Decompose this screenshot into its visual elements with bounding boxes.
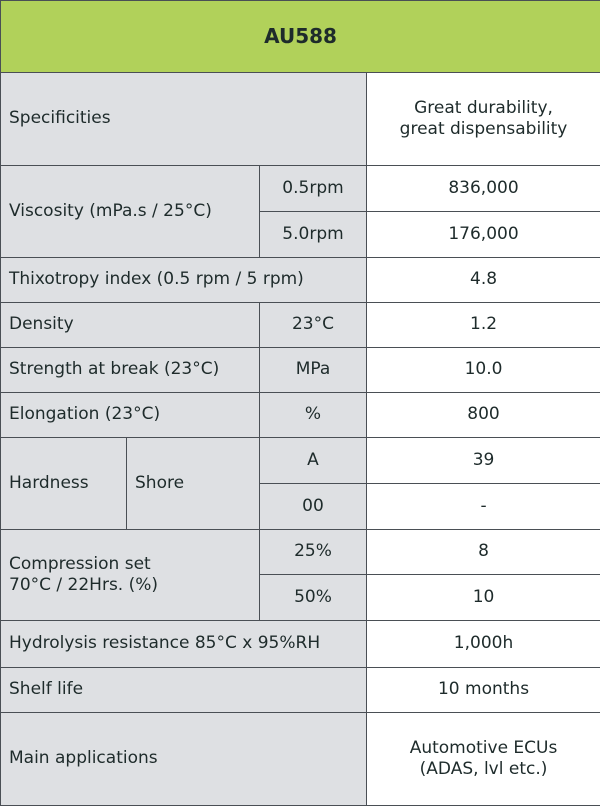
- thixotropy-label: Thixotropy index (0.5 rpm / 5 rpm): [1, 258, 367, 303]
- row-hardness-1: Hardness Shore A 39: [1, 438, 600, 484]
- shelf-life-label: Shelf life: [1, 668, 367, 713]
- row-shelf-life: Shelf life 10 months: [1, 668, 600, 713]
- thixotropy-value: 4.8: [367, 258, 600, 303]
- strength-cond: MPa: [260, 348, 367, 393]
- specificities-value: Great durability, great dispensability: [367, 73, 600, 166]
- hardness-label: Hardness: [1, 438, 127, 530]
- strength-value: 10.0: [367, 348, 600, 393]
- row-hydrolysis: Hydrolysis resistance 85°C x 95%RH 1,000…: [1, 621, 600, 668]
- density-value: 1.2: [367, 303, 600, 348]
- row-viscosity-1: Viscosity (mPa.s / 25°C) 0.5rpm 836,000: [1, 166, 600, 212]
- row-elongation: Elongation (23°C) % 800: [1, 393, 600, 438]
- applications-label: Main applications: [1, 713, 367, 806]
- compression-value-1: 8: [367, 530, 600, 575]
- strength-label: Strength at break (23°C): [1, 348, 260, 393]
- shelf-life-value: 10 months: [367, 668, 600, 713]
- elongation-cond: %: [260, 393, 367, 438]
- elongation-value: 800: [367, 393, 600, 438]
- compression-cond-1: 25%: [260, 530, 367, 575]
- hardness-cond-2: 00: [260, 484, 367, 530]
- row-thixotropy: Thixotropy index (0.5 rpm / 5 rpm) 4.8: [1, 258, 600, 303]
- applications-value: Automotive ECUs (ADAS, lvl etc.): [367, 713, 600, 806]
- header-row: AU588: [1, 1, 600, 73]
- hardness-sublabel: Shore: [127, 438, 260, 530]
- table-title: AU588: [1, 1, 600, 73]
- compression-label: Compression set 70°C / 22Hrs. (%): [1, 530, 260, 621]
- row-specificities: Specificities Great durability, great di…: [1, 73, 600, 166]
- row-strength: Strength at break (23°C) MPa 10.0: [1, 348, 600, 393]
- density-label: Density: [1, 303, 260, 348]
- specificities-label: Specificities: [1, 73, 367, 166]
- compression-value-2: 10: [367, 575, 600, 621]
- hardness-cond-1: A: [260, 438, 367, 484]
- hardness-value-2: -: [367, 484, 600, 530]
- row-compression-1: Compression set 70°C / 22Hrs. (%) 25% 8: [1, 530, 600, 575]
- compression-cond-2: 50%: [260, 575, 367, 621]
- hydrolysis-label: Hydrolysis resistance 85°C x 95%RH: [1, 621, 367, 668]
- viscosity-cond-1: 0.5rpm: [260, 166, 367, 212]
- density-cond: 23°C: [260, 303, 367, 348]
- viscosity-cond-2: 5.0rpm: [260, 212, 367, 258]
- row-density: Density 23°C 1.2: [1, 303, 600, 348]
- elongation-label: Elongation (23°C): [1, 393, 260, 438]
- hydrolysis-value: 1,000h: [367, 621, 600, 668]
- viscosity-value-2: 176,000: [367, 212, 600, 258]
- viscosity-value-1: 836,000: [367, 166, 600, 212]
- row-applications: Main applications Automotive ECUs (ADAS,…: [1, 713, 600, 806]
- hardness-value-1: 39: [367, 438, 600, 484]
- viscosity-label: Viscosity (mPa.s / 25°C): [1, 166, 260, 258]
